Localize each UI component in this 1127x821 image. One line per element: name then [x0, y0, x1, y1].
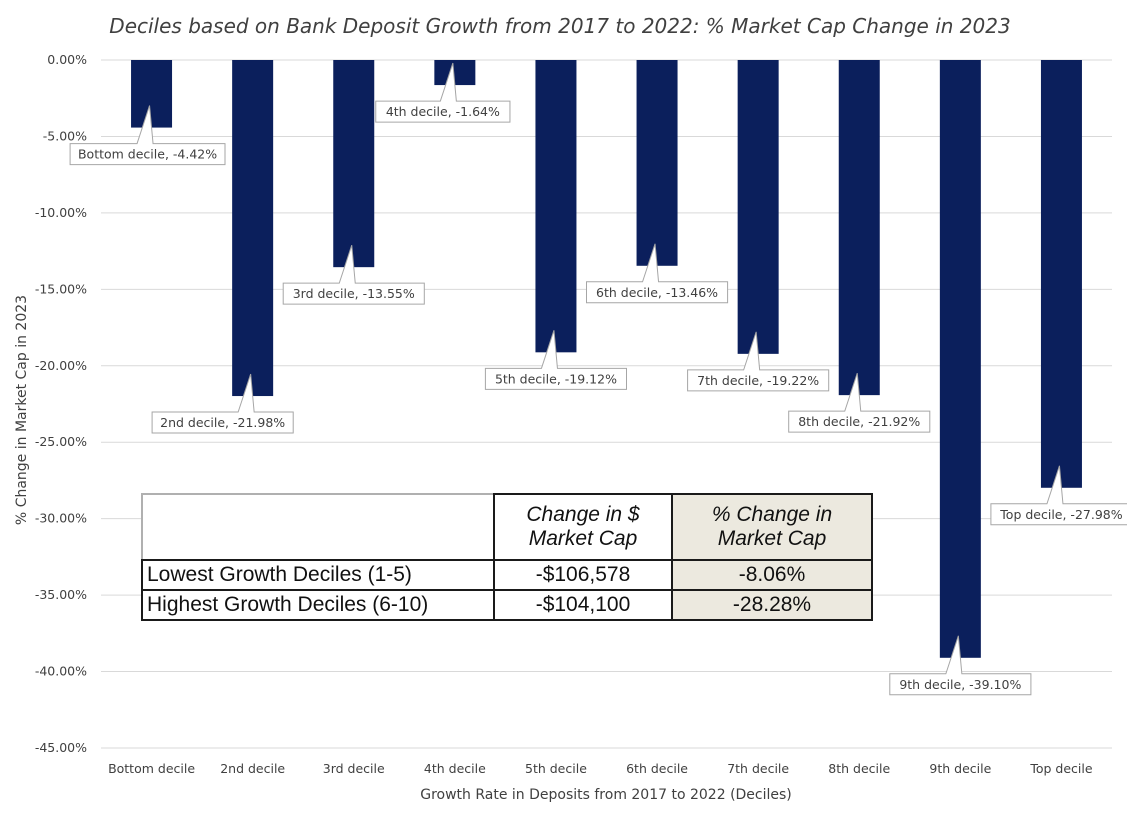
bars [131, 60, 1082, 658]
data-label-text: 6th decile, -13.46% [596, 285, 718, 300]
summary-header-row: Change in $ Market Cap % Change in Marke… [141, 493, 873, 561]
summary-header-blank [141, 493, 495, 561]
bar [1040, 60, 1082, 488]
y-tick-label: -30.00% [35, 511, 87, 526]
x-tick-label: 2nd decile [220, 761, 285, 776]
data-label: 6th decile, -13.46% [586, 243, 729, 304]
data-label-text: 4th decile, -1.64% [386, 104, 500, 119]
x-tick-label: 7th decile [727, 761, 789, 776]
y-tick-label: -20.00% [35, 358, 87, 373]
data-label: 5th decile, -19.12% [484, 330, 627, 390]
data-label-text: 5th decile, -19.12% [495, 371, 617, 386]
data-label-box [151, 373, 294, 434]
summary-pct-value: -28.28% [671, 589, 873, 621]
y-tick-label: -45.00% [35, 740, 87, 755]
bar [737, 60, 779, 354]
y-tick-label: -40.00% [35, 664, 87, 679]
y-tick-label: -35.00% [35, 587, 87, 602]
y-axis-ticks: 0.00% -5.00% -10.00% -15.00% -20.00% -25.00% -… [35, 52, 87, 755]
data-label-box [282, 245, 425, 305]
bar [939, 60, 981, 658]
x-tick-label: 5th decile [525, 761, 587, 776]
y-axis-title: % Change in Market Cap in 2023 [14, 295, 30, 525]
x-tick-label: 9th decile [929, 761, 991, 776]
summary-pct-value: -8.06% [671, 559, 873, 591]
y-tick-label: -15.00% [35, 281, 87, 296]
summary-row-label: Lowest Growth Deciles (1-5) [141, 559, 495, 591]
x-axis-ticks: Bottom decile 2nd decile 3rd decile 4th dec… [108, 761, 1093, 776]
summary-dollar-value: -$104,100 [493, 589, 673, 621]
data-label: 9th decile, -39.10% [889, 635, 1032, 696]
data-label-box [69, 105, 226, 166]
data-labels: Bottom decile, -4.42% 2nd decile, -21.98%… [69, 62, 1127, 696]
summary-row-label: Highest Growth Deciles (6-10) [141, 589, 495, 621]
summary-row-lowest: Lowest Growth Deciles (1-5) -$106,578 -8… [141, 559, 873, 591]
summary-header-pct-change: % Change in Market Cap [671, 493, 873, 561]
data-label-text: 8th decile, -21.92% [798, 414, 920, 429]
bar [232, 60, 274, 397]
summary-header-dollar-change: Change in $ Market Cap [493, 493, 673, 561]
x-axis-title: Growth Rate in Deposits from 2017 to 202… [420, 787, 792, 803]
y-tick-label: 0.00% [47, 52, 87, 67]
data-label: Bottom decile, -4.42% [69, 105, 226, 166]
x-tick-label: 4th decile [424, 761, 486, 776]
data-label: Top decile, -27.98% [990, 465, 1127, 526]
data-label: 2nd decile, -21.98% [151, 373, 294, 434]
data-label: 3rd decile, -13.55% [282, 245, 425, 305]
data-label-text: 9th decile, -39.10% [899, 677, 1021, 692]
bar [636, 60, 678, 266]
data-label-text: Top decile, -27.98% [999, 507, 1122, 522]
x-tick-label: Top decile [1029, 761, 1093, 776]
x-tick-label: Bottom decile [108, 761, 195, 776]
summary-row-highest: Highest Growth Deciles (6-10) -$104,100 … [141, 589, 873, 621]
data-label-box [990, 465, 1127, 526]
data-label-box [788, 372, 931, 433]
data-label: 4th decile, -1.64% [375, 62, 511, 123]
chart-title: Deciles based on Bank Deposit Growth fro… [109, 14, 1010, 38]
bar [131, 60, 173, 128]
data-label-text: 2nd decile, -21.98% [160, 415, 285, 430]
y-tick-label: -10.00% [35, 205, 87, 220]
x-tick-label: 8th decile [828, 761, 890, 776]
data-label-text: Bottom decile, -4.42% [78, 147, 217, 162]
data-label-box [484, 330, 627, 390]
data-label-box [586, 243, 729, 304]
x-tick-label: 3rd decile [323, 761, 385, 776]
data-label-text: 3rd decile, -13.55% [293, 286, 415, 301]
summary-dollar-value: -$106,578 [493, 559, 673, 591]
y-tick-label: -25.00% [35, 434, 87, 449]
bar [838, 60, 880, 396]
data-label-box [687, 331, 830, 392]
bar [333, 60, 375, 268]
y-tick-label: -5.00% [43, 128, 87, 143]
summary-table: Change in $ Market Cap % Change in Marke… [141, 493, 873, 621]
data-label: 7th decile, -19.22% [687, 331, 830, 392]
x-tick-label: 6th decile [626, 761, 688, 776]
data-label-box [375, 62, 511, 123]
data-label-box [889, 635, 1032, 696]
data-label-text: 7th decile, -19.22% [697, 373, 819, 388]
bar [535, 60, 577, 353]
data-label: 8th decile, -21.92% [788, 372, 931, 433]
